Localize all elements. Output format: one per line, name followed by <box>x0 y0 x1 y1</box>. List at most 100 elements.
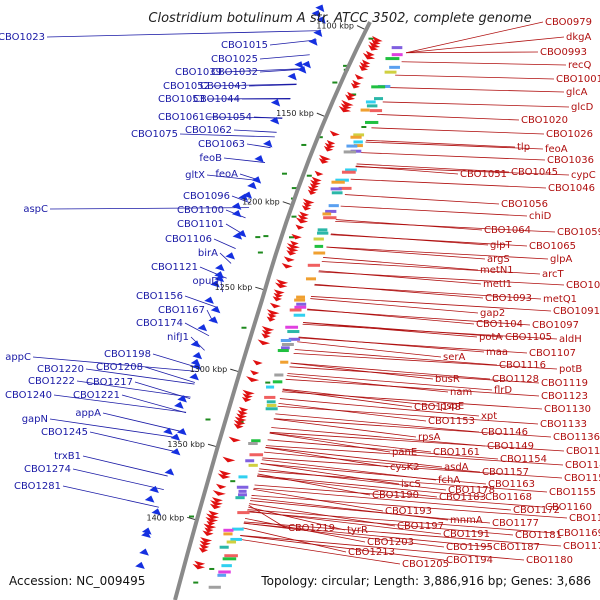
forward-gene-arrow <box>307 186 319 192</box>
gene-label-cbo1155: CBO1155 <box>549 487 596 498</box>
feature-block <box>294 298 306 302</box>
label-leader-line <box>406 51 539 54</box>
label-leader-line <box>395 74 555 80</box>
tick-line <box>282 201 291 205</box>
gene-label-cbo1245: CBO1245 <box>41 427 88 438</box>
reverse-gene-arrow <box>149 485 159 494</box>
gene-label-gap2: gap2 <box>480 308 505 319</box>
label-leader-line <box>297 341 442 358</box>
label-leader-line <box>240 534 525 561</box>
gene-label-glpt: glpT <box>490 240 512 251</box>
gene-label-appa: appA <box>75 408 101 419</box>
label-leader-line <box>46 30 322 38</box>
label-leader-line <box>223 157 266 163</box>
forward-gene-arrow <box>347 91 356 98</box>
feature-block <box>365 120 379 124</box>
label-leader-line <box>269 39 317 46</box>
gc-mark <box>230 480 236 483</box>
reverse-gene-arrow <box>311 10 321 18</box>
label-leader-line <box>302 323 558 340</box>
tick-line <box>230 368 239 372</box>
forward-gene-arrow <box>233 423 244 429</box>
gene-label-cbo1025: CBO1025 <box>211 54 258 65</box>
gene-label-cbo1172: CBO1172 <box>513 505 560 516</box>
label-leader-line <box>85 368 195 385</box>
gene-label-cbo1203: CBO1203 <box>367 537 414 548</box>
label-leader-line <box>225 223 241 234</box>
label-leader-line <box>254 484 544 508</box>
gc-mark <box>291 187 297 190</box>
label-leader-line <box>247 509 556 534</box>
label-leader-line <box>253 116 283 119</box>
gene-label-cbo1045: CBO1045 <box>511 167 558 178</box>
reverse-gene-arrow <box>164 468 175 476</box>
forward-gene-arrow <box>326 140 336 146</box>
label-leader-line <box>293 352 558 370</box>
forward-gene-arrow <box>228 436 241 443</box>
gene-label-cbo1026: CBO1026 <box>546 129 593 140</box>
feature-block <box>343 150 357 154</box>
forward-gene-arrow <box>329 130 340 137</box>
reverse-gene-arrow <box>297 66 307 74</box>
gene-label-gapn: gapN <box>22 414 48 425</box>
gene-label-cbo1053: CBO1053 <box>158 94 205 105</box>
reverse-gene-arrow <box>236 229 247 238</box>
forward-gene-arrow <box>301 205 311 211</box>
forward-gene-arrow <box>261 329 272 336</box>
forward-gene-arrow <box>217 473 231 480</box>
label-leader-line <box>219 252 232 264</box>
label-leader-line <box>340 205 528 217</box>
gene-label-cbo1064: CBO1064 <box>484 225 531 236</box>
forward-gene-arrow <box>206 520 216 526</box>
gene-label-cbo1091: CBO1091 <box>553 306 600 317</box>
feature-block <box>223 528 234 532</box>
forward-gene-arrow <box>354 73 364 80</box>
gene-label-cbo1097: CBO1097 <box>532 320 579 331</box>
label-leader-line <box>76 380 191 398</box>
label-leader-line <box>144 366 196 383</box>
forward-gene-arrow <box>242 393 253 399</box>
forward-gene-arrow <box>309 183 319 189</box>
reverse-gene-arrow <box>151 508 162 516</box>
label-leader-line <box>213 238 236 249</box>
label-leader-line <box>282 388 439 407</box>
gene-label-cbo1145: CBO1145 <box>565 460 600 471</box>
topology-summary: Topology: circular; Length: 3,886,916 bp… <box>260 574 591 588</box>
reverse-gene-arrow <box>210 306 221 314</box>
label-leader-line <box>344 194 500 205</box>
forward-gene-arrow <box>242 389 255 396</box>
label-leader-line <box>289 366 540 384</box>
gene-label-cbo1274: CBO1274 <box>24 464 71 475</box>
gene-label-cypc: cypC <box>571 170 596 181</box>
forward-gene-arrow <box>192 563 206 570</box>
gene-label-cbo1240: CBO1240 <box>5 390 52 401</box>
reverse-gene-arrow <box>270 99 281 107</box>
forward-gene-arrow <box>272 296 282 302</box>
gc-mark <box>265 381 271 384</box>
gene-label-fcha: fchA <box>438 475 460 486</box>
label-leader-line <box>335 220 556 233</box>
gene-label-arct: arcT <box>542 269 565 280</box>
feature-block <box>296 295 305 299</box>
forward-gene-arrow <box>206 513 220 520</box>
feature-block <box>338 186 352 190</box>
gene-label-cbo1177: CBO1177 <box>492 518 539 529</box>
gene-label-asda: asdA <box>444 462 469 473</box>
map-title: Clostridium botulinum A str. ATCC 3502, … <box>148 11 531 26</box>
feature-block <box>366 104 378 108</box>
gene-label-cbo1222: CBO1222 <box>28 376 75 387</box>
forward-gene-arrow <box>257 339 271 346</box>
reverse-gene-arrow <box>174 401 184 409</box>
label-leader-line <box>298 336 485 353</box>
gene-label-potb: potB <box>559 364 582 375</box>
forward-gene-arrow <box>261 326 275 332</box>
feature-block <box>323 216 337 220</box>
forward-gene-arrow <box>203 523 217 530</box>
gene-label-feoa: feoA <box>215 169 238 180</box>
label-leader-line <box>303 322 478 338</box>
label-leader-line <box>253 487 512 511</box>
gc-mark <box>241 326 247 329</box>
feature-block <box>264 395 276 399</box>
feature-block <box>391 46 403 50</box>
label-leader-line <box>310 296 552 312</box>
